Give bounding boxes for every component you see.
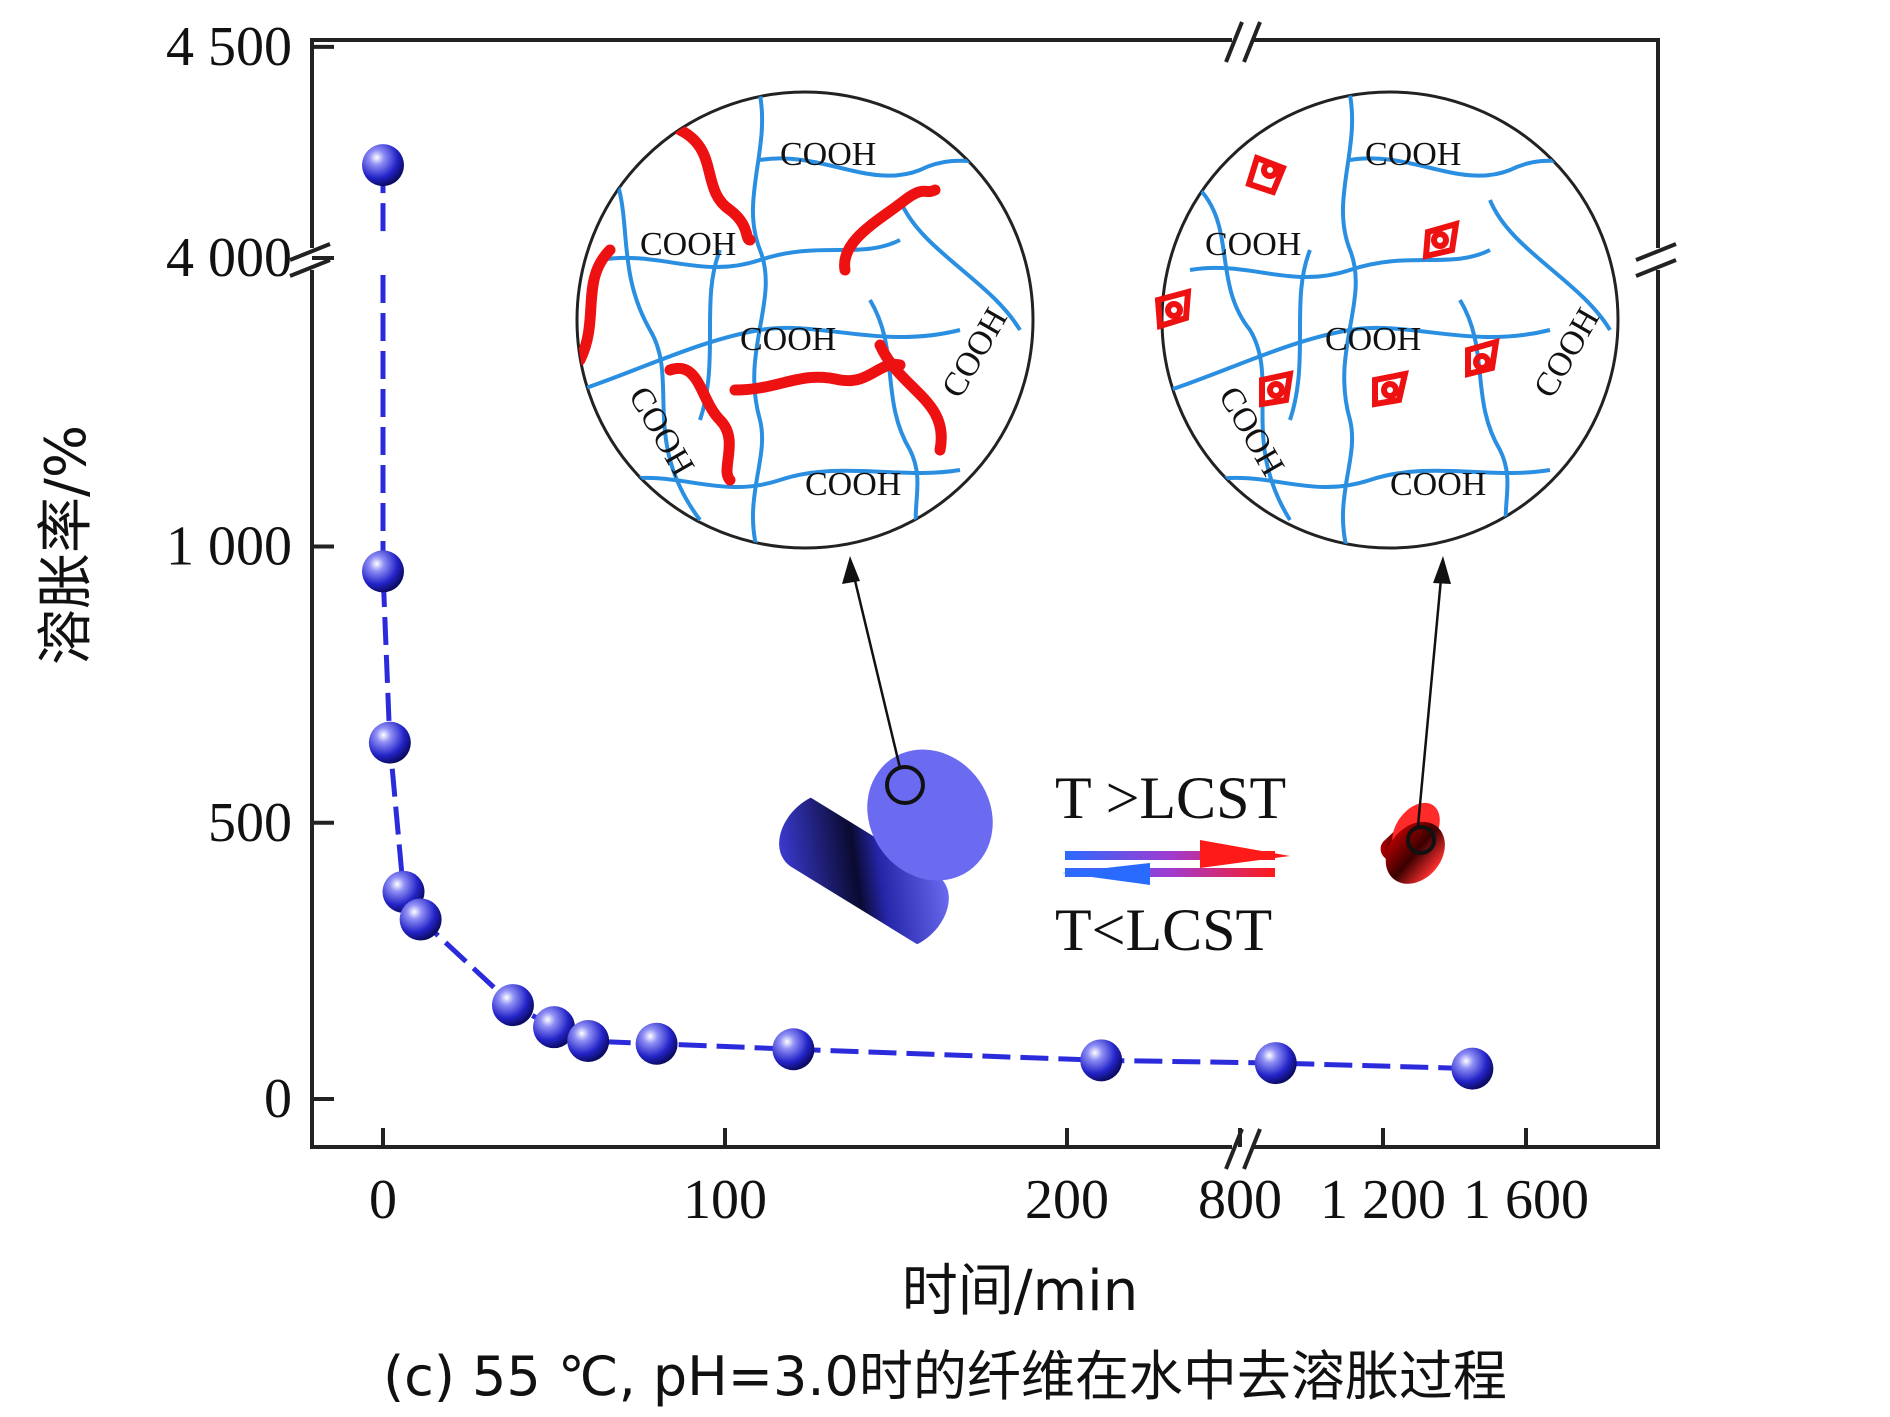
arrow-label-cooling: T<LCST xyxy=(1055,897,1272,963)
pointer-line-right xyxy=(1416,567,1444,827)
data-point xyxy=(368,721,411,764)
group-label-3: COOH xyxy=(740,321,836,358)
data-series xyxy=(362,144,1494,1090)
y-tick-label: 0 xyxy=(264,1068,292,1130)
data-point xyxy=(567,1019,610,1062)
group-label-8: COOH xyxy=(1205,226,1301,263)
data-point xyxy=(533,1006,575,1049)
pointer-head-left xyxy=(842,556,860,584)
axis-break-marks xyxy=(289,21,1677,1170)
group-label-1: COOH xyxy=(780,136,876,173)
inset-swollen-network: COOH COOH COOH COOH COOH COOH xyxy=(575,90,1035,550)
collapsed-coils xyxy=(1154,154,1500,408)
x-tick-label: 100 xyxy=(683,1169,767,1231)
x-tick-label: 1 600 xyxy=(1463,1169,1589,1231)
swollen-fiber-cylinder xyxy=(779,749,993,945)
figure-caption: (c) 55 ℃, pH=3.0时的纤维在水中去溶胀过程 xyxy=(383,1345,1507,1408)
group-label-10: COOH xyxy=(1390,466,1486,503)
data-point xyxy=(772,1028,815,1071)
x-tick-label: 200 xyxy=(1025,1169,1109,1231)
data-point xyxy=(362,550,404,593)
x-axis-label: 时间/min xyxy=(902,1259,1138,1324)
y-tick-label: 500 xyxy=(208,792,292,854)
pointer-head-right xyxy=(1433,556,1451,584)
group-label-2: COOH xyxy=(640,226,736,263)
pointer-line-left xyxy=(850,567,902,769)
data-point xyxy=(399,898,442,941)
arrow-label-heating: T >LCST xyxy=(1055,765,1286,831)
plot-frame xyxy=(310,38,1660,1149)
collapsed-fiber-cylinder xyxy=(1380,802,1445,884)
data-point xyxy=(362,144,404,187)
group-label-4: COOH xyxy=(805,466,901,503)
data-point xyxy=(491,984,534,1027)
transition-arrows xyxy=(1062,840,1290,885)
x-tick-label: 1 200 xyxy=(1320,1169,1446,1231)
y-axis-label: 溶胀率/% xyxy=(34,425,99,665)
y-tick-label: 4 000 xyxy=(166,227,292,289)
data-point xyxy=(1254,1042,1297,1085)
data-point xyxy=(635,1022,678,1065)
group-label-7: COOH xyxy=(1365,136,1461,173)
x-tick-label: 800 xyxy=(1198,1169,1282,1231)
x-tick-label: 0 xyxy=(369,1169,397,1231)
axis-ticks: 0 100 200 800 1 200 1 600 0 500 1 000 4 000 4 500 xyxy=(166,16,1589,1231)
inset-collapsed-network: COOH COOH COOH COOH COOH COOH xyxy=(1154,90,1620,550)
data-point xyxy=(1451,1047,1494,1090)
y-tick-label: 4 500 xyxy=(166,16,292,78)
y-tick-label: 1 000 xyxy=(166,516,292,578)
group-label-9: COOH xyxy=(1325,321,1421,358)
data-point xyxy=(1080,1039,1123,1082)
